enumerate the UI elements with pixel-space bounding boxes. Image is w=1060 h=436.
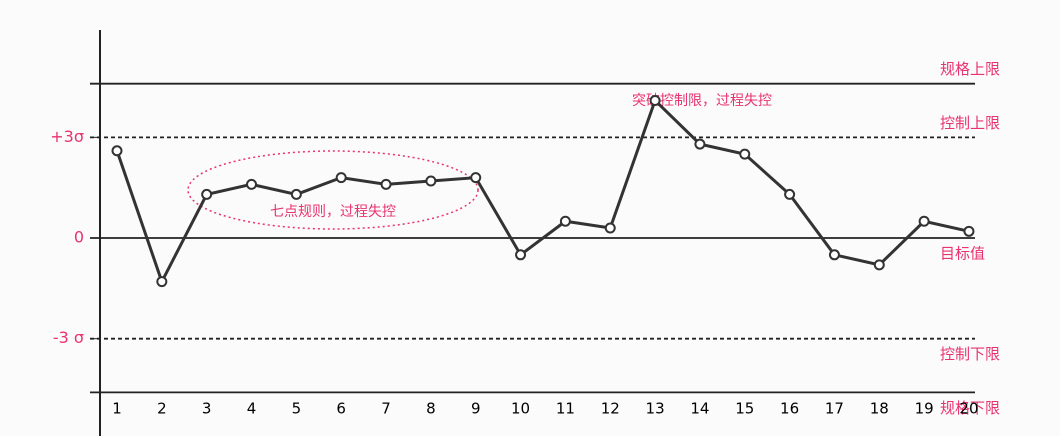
data-point	[156, 276, 168, 288]
x-tick-label: 11	[556, 400, 575, 418]
y-tick-label: 0	[74, 228, 84, 247]
data-point	[470, 172, 482, 184]
x-tick-label: 3	[202, 400, 212, 418]
reference-label: 控制下限	[940, 345, 1000, 363]
x-tick-label: 6	[336, 400, 346, 418]
x-tick-label: 13	[646, 400, 665, 418]
x-tick-label: 18	[870, 400, 889, 418]
data-point	[290, 188, 302, 200]
x-tick-label: 9	[471, 400, 481, 418]
annotation: 突破控制限，过程失控	[632, 93, 772, 109]
data-point	[963, 225, 975, 237]
data-point	[559, 215, 571, 227]
reference-label: 规格上限	[940, 60, 1000, 78]
reference-label: 目标值	[940, 245, 985, 263]
x-tick-label: 20	[959, 400, 978, 418]
x-tick-label: 15	[735, 400, 754, 418]
reference-label: 控制上限	[940, 114, 1000, 132]
data-point	[918, 215, 930, 227]
data-point	[784, 188, 796, 200]
data-point	[873, 259, 885, 271]
x-tick-label: 2	[157, 400, 167, 418]
data-point	[335, 172, 347, 184]
x-tick-label: 19	[915, 400, 934, 418]
data-point	[201, 188, 213, 200]
x-tick-label: 7	[381, 400, 391, 418]
data-point	[649, 94, 661, 106]
annotation: 七点规则，过程失控	[270, 204, 396, 220]
y-tick-label: -3 σ	[53, 328, 84, 347]
x-tick-label: 8	[426, 400, 436, 418]
data-point	[604, 222, 616, 234]
x-tick-label: 5	[292, 400, 302, 418]
data-point	[111, 145, 123, 157]
x-tick-label: 12	[601, 400, 620, 418]
reference-label: 规格下限	[940, 399, 1000, 417]
x-tick-label: 16	[780, 400, 799, 418]
x-tick-label: 10	[511, 400, 530, 418]
x-tick-label: 1	[112, 400, 122, 418]
data-point	[694, 138, 706, 150]
data-point	[828, 249, 840, 261]
data-line	[115, 97, 970, 286]
data-point	[739, 148, 751, 160]
rule-highlight	[187, 150, 479, 230]
data-point	[246, 178, 258, 190]
data-point	[515, 249, 527, 261]
data-point	[380, 178, 392, 190]
x-tick-label: 14	[690, 400, 709, 418]
x-tick-label: 4	[247, 400, 257, 418]
y-tick-label: +3σ	[50, 127, 84, 146]
data-point	[425, 175, 437, 187]
x-tick-label: 17	[825, 400, 844, 418]
